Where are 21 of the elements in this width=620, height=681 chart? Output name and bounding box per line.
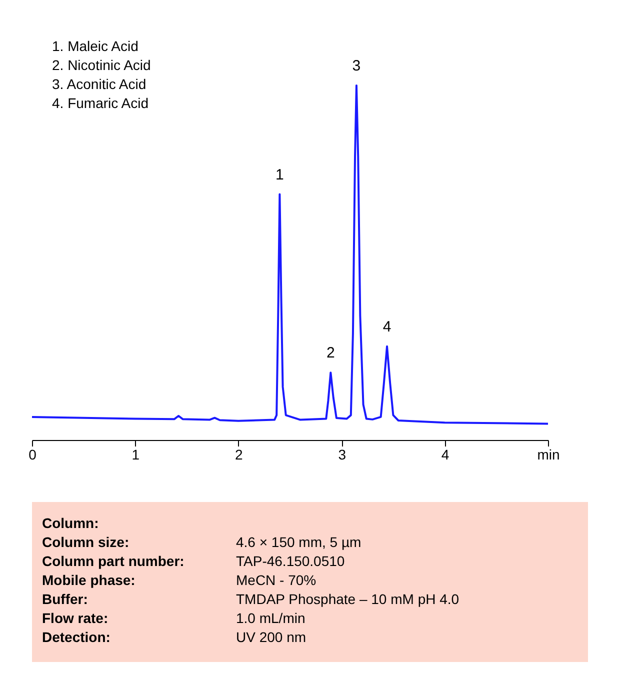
- x-tick-label: 1: [132, 446, 140, 462]
- text: Column:: [42, 515, 99, 531]
- annotation: 3. Aconitic Acid: [52, 76, 146, 92]
- x-tick-label: 3: [338, 446, 346, 462]
- x-tick-label: 2: [235, 446, 243, 462]
- text: Column part number: TAP-46.150.0510: [42, 553, 345, 569]
- text: 2. Nicotinic Acid: [52, 57, 151, 73]
- x-tick-label: 0: [28, 446, 37, 462]
- text: Mobile phase: MeCN - 70%: [42, 572, 316, 588]
- text: Column size: 4.6 × 150 mm, 5 µm: [42, 534, 362, 550]
- annotation: 2: [326, 344, 335, 362]
- text: Flow rate: 1.0 mL/min: [42, 610, 306, 626]
- text: 1. Maleic Acid: [52, 38, 138, 54]
- text: Detection: UV 200 nm: [42, 629, 306, 645]
- x-tick-label: 4: [441, 446, 450, 462]
- annotation: 4. Fumaric Acid: [52, 95, 148, 111]
- x-tick-label: min: [537, 446, 560, 462]
- text: Buffer: TMDAP Phosphate – 10 mM pH 4.0: [42, 591, 460, 607]
- annotation: 1: [276, 166, 284, 184]
- annotation: 3: [352, 57, 361, 74]
- annotation: 4: [382, 318, 392, 336]
